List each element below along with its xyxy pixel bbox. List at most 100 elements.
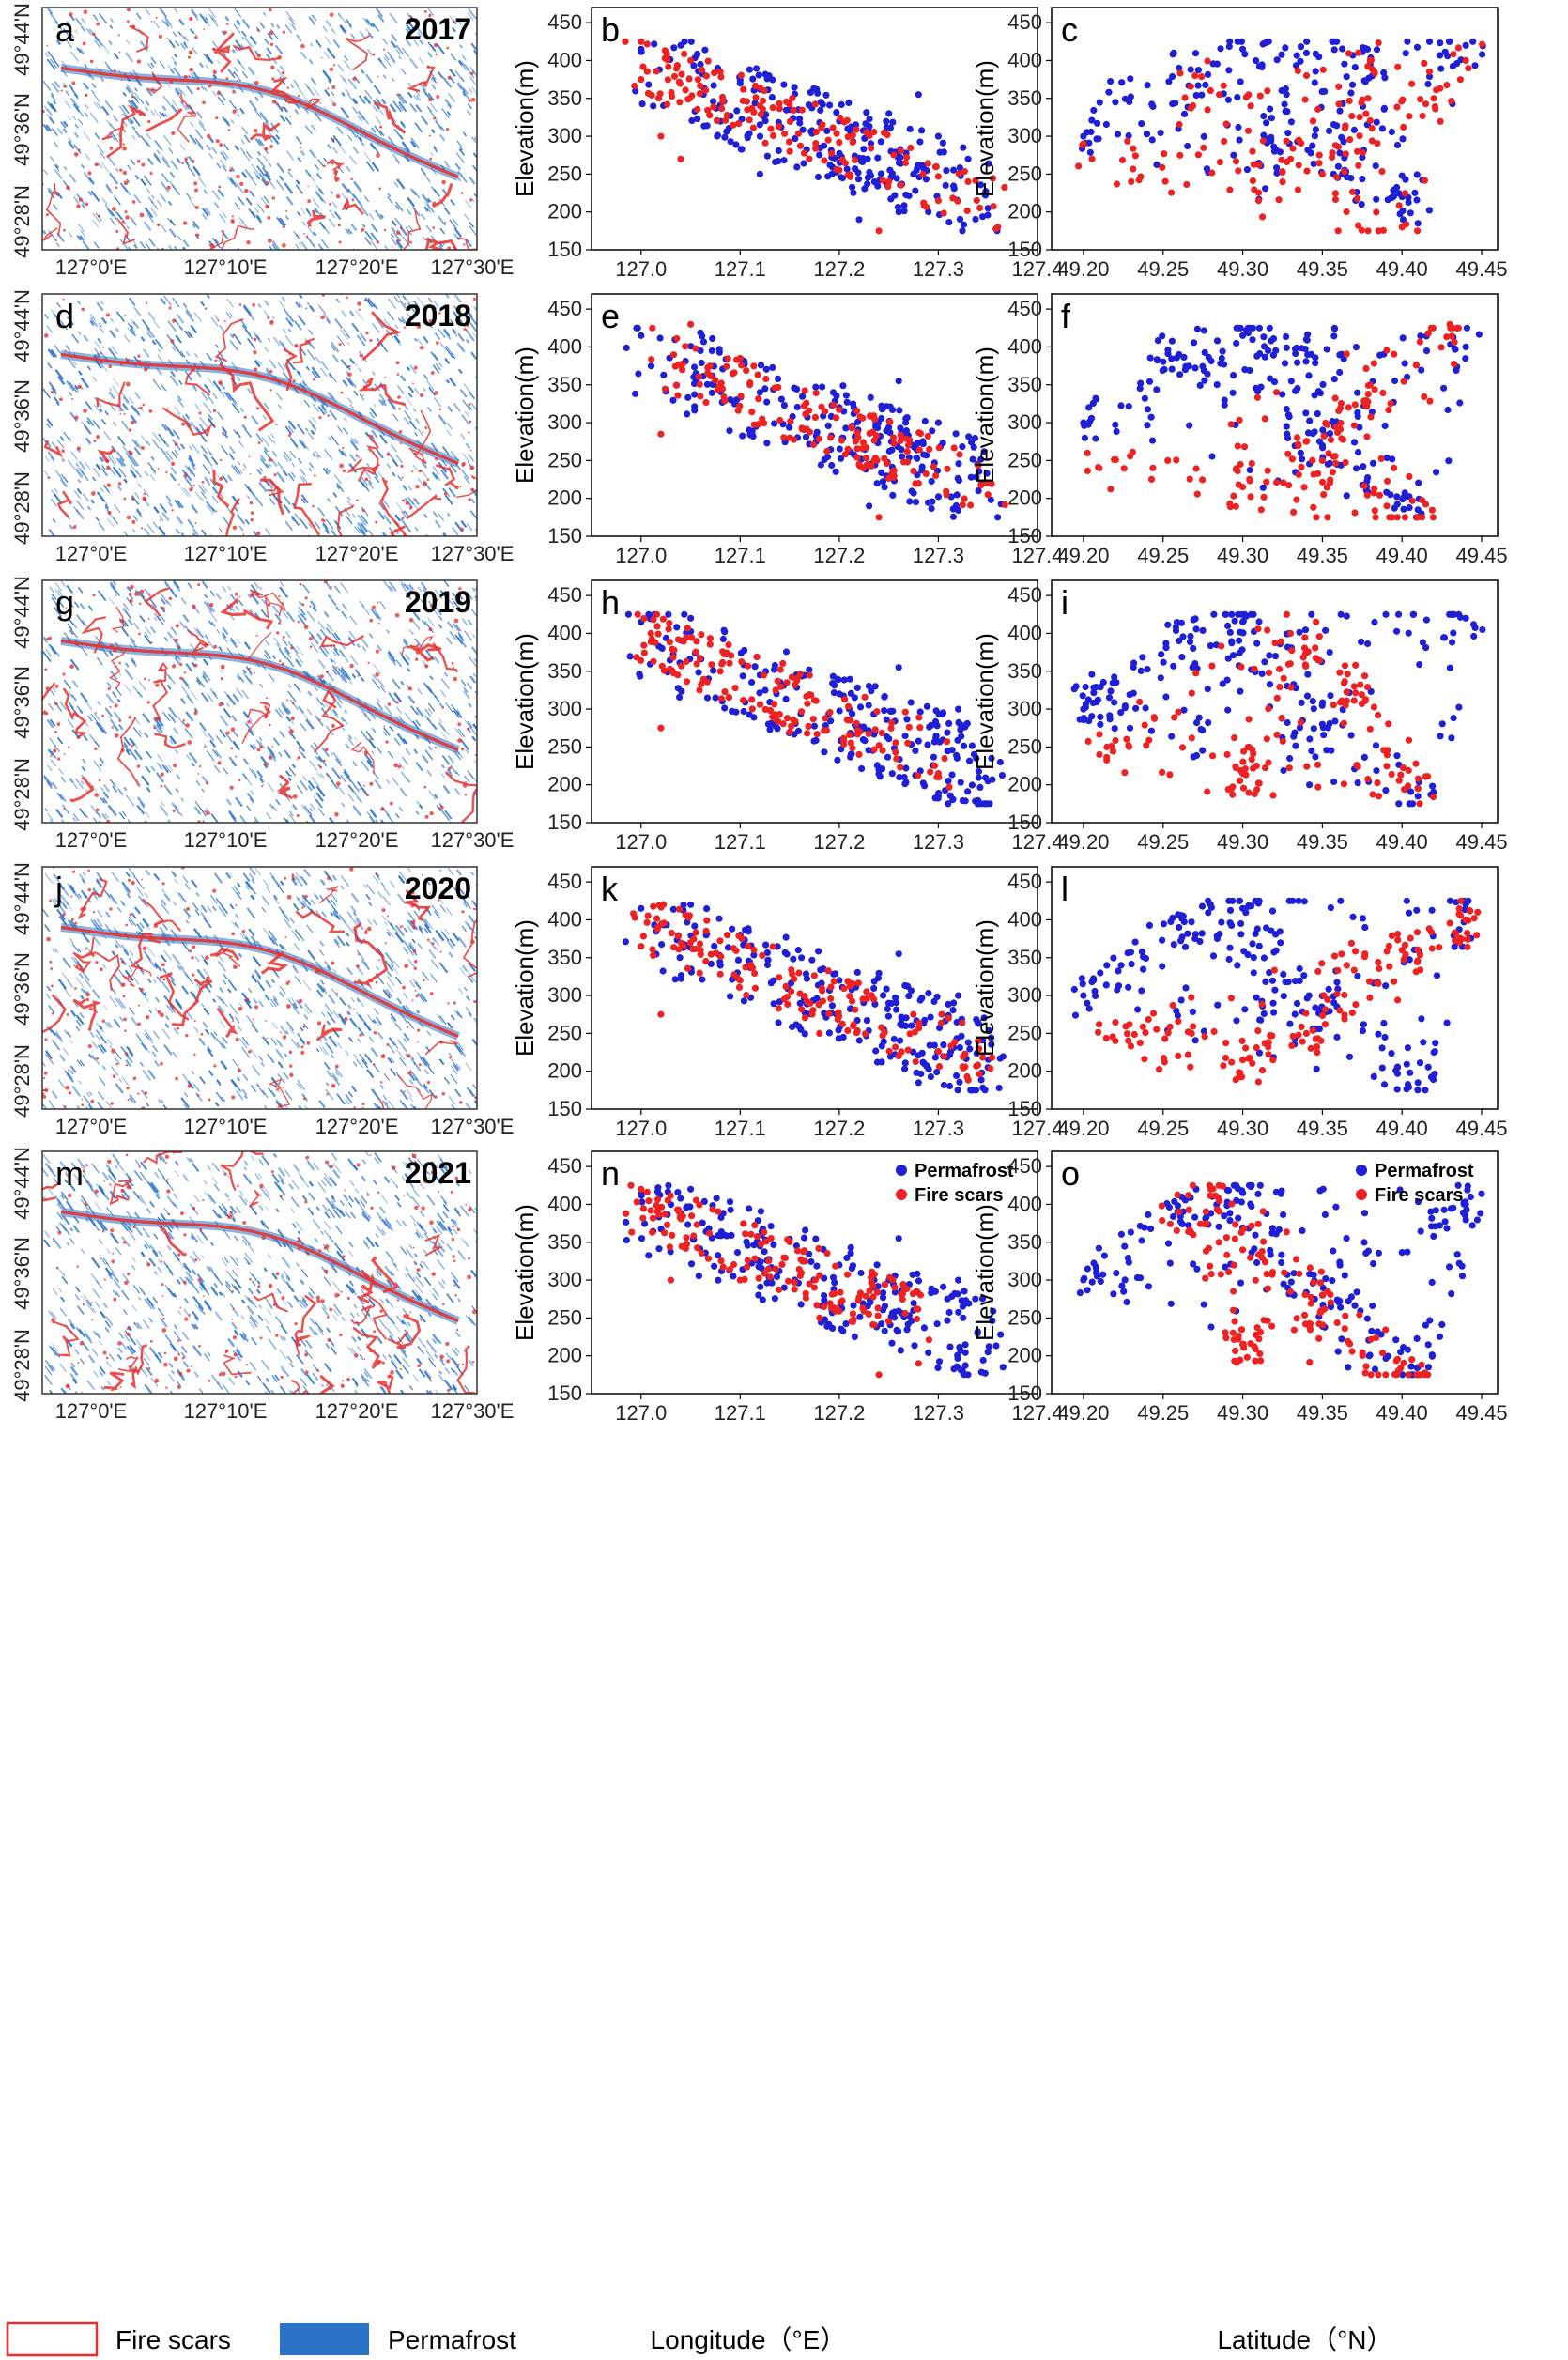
data-point <box>1300 898 1308 905</box>
data-point <box>692 929 699 936</box>
data-point <box>1308 350 1315 358</box>
data-point <box>967 473 975 481</box>
y-tick-label: 400 <box>1007 334 1042 358</box>
data-point <box>1401 190 1408 197</box>
data-point <box>903 716 911 723</box>
data-point <box>866 116 873 123</box>
data-point <box>1267 1251 1274 1258</box>
data-point <box>664 1221 671 1228</box>
data-point <box>1247 102 1254 110</box>
data-point <box>1222 610 1230 618</box>
data-point <box>1416 1059 1424 1067</box>
data-point <box>866 429 873 438</box>
data-point <box>915 1277 923 1285</box>
x-tick-label: 49.25 <box>1137 257 1189 281</box>
data-point <box>1424 1371 1432 1379</box>
data-point <box>912 1057 919 1066</box>
data-point <box>920 199 928 207</box>
data-point <box>1168 365 1176 373</box>
data-point <box>879 1289 887 1297</box>
data-point <box>1378 1044 1386 1052</box>
data-point <box>1193 719 1201 727</box>
data-point <box>751 1222 759 1229</box>
data-point <box>948 1292 956 1300</box>
data-point <box>1148 437 1157 444</box>
data-point <box>873 1288 882 1296</box>
data-point <box>775 375 782 382</box>
data-point <box>711 69 718 77</box>
data-point <box>676 99 684 106</box>
data-point <box>1237 919 1245 928</box>
data-point <box>1369 459 1377 467</box>
data-point <box>1226 944 1234 951</box>
data-point <box>1096 731 1103 738</box>
data-point <box>897 437 904 444</box>
data-point <box>823 127 831 134</box>
data-point <box>1336 149 1344 157</box>
data-point <box>726 1266 734 1273</box>
data-point <box>755 1274 762 1282</box>
data-point <box>826 708 834 717</box>
data-point <box>1249 147 1256 155</box>
legend-label: Fire scars <box>1375 1185 1464 1206</box>
data-point <box>1287 1278 1295 1286</box>
data-point <box>1143 131 1151 138</box>
data-point <box>943 491 950 499</box>
data-point <box>999 1364 1007 1371</box>
data-point <box>774 677 781 685</box>
data-point <box>801 1257 809 1265</box>
data-point <box>1127 949 1135 956</box>
data-point <box>775 147 782 154</box>
data-point <box>1246 466 1253 474</box>
data-point <box>1395 202 1403 209</box>
data-point <box>764 1265 773 1273</box>
data-point <box>1332 1203 1340 1211</box>
data-point <box>867 393 874 401</box>
data-point <box>1235 123 1242 131</box>
data-point <box>789 94 796 102</box>
data-point <box>732 708 740 716</box>
data-point <box>939 711 946 718</box>
data-point <box>853 1029 861 1037</box>
panel-letter: e <box>601 297 620 335</box>
data-point <box>1273 169 1281 177</box>
x-tick-label: 49.45 <box>1456 257 1508 281</box>
data-point <box>1103 962 1111 969</box>
data-point <box>797 1301 805 1308</box>
data-point <box>1255 324 1263 332</box>
data-point <box>903 982 911 990</box>
data-point <box>1158 651 1165 658</box>
data-point <box>1416 338 1423 346</box>
data-point <box>873 762 882 769</box>
data-point <box>898 1291 905 1299</box>
data-point <box>769 363 776 371</box>
data-point <box>977 800 985 808</box>
data-point <box>1129 448 1136 455</box>
data-point <box>888 719 896 727</box>
data-point <box>1261 658 1268 666</box>
data-point <box>1380 1081 1389 1088</box>
data-point <box>967 501 975 509</box>
map-y-tick-label: 49°28'N <box>10 758 34 831</box>
data-point <box>950 166 958 174</box>
data-point <box>1200 132 1207 140</box>
data-point <box>1376 491 1383 499</box>
data-point <box>1223 1251 1231 1258</box>
data-point <box>717 952 725 961</box>
data-point <box>1383 948 1391 955</box>
data-point <box>1080 992 1087 999</box>
series-fire-scars <box>1084 610 1437 808</box>
data-point <box>940 209 947 217</box>
data-point <box>1112 1037 1119 1044</box>
data-point <box>1422 644 1430 652</box>
data-point <box>1293 1256 1300 1263</box>
y-tick-label: 400 <box>547 48 582 71</box>
data-point <box>889 118 897 126</box>
data-point <box>1260 333 1268 341</box>
data-point <box>1363 1315 1371 1322</box>
data-point <box>1458 1262 1466 1270</box>
data-point <box>1399 334 1407 342</box>
data-point <box>1192 625 1200 633</box>
data-point <box>1415 479 1422 486</box>
data-point <box>1184 1028 1191 1036</box>
